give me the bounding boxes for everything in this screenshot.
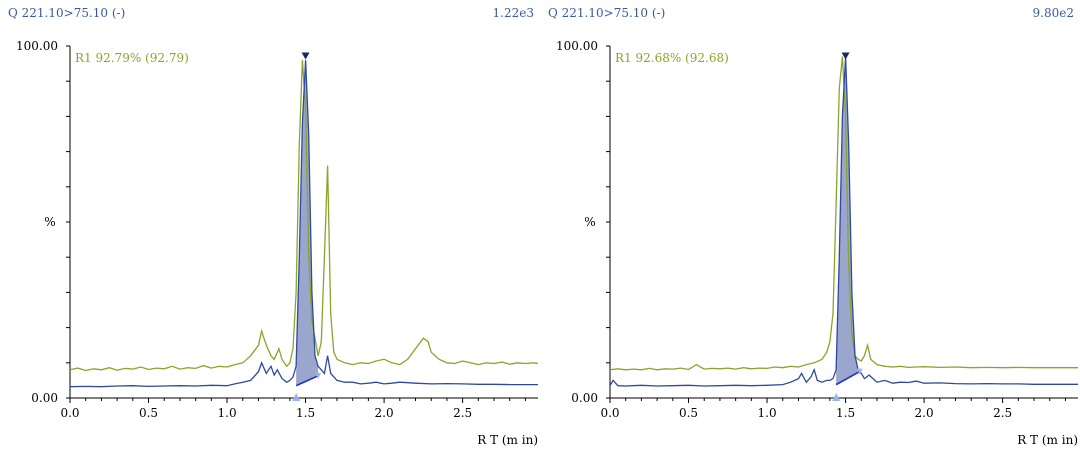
integrated-peak-area	[296, 60, 319, 386]
y-tick-label-top: 100.00	[16, 39, 58, 53]
ratio-annotation: R1 92.68% (92.68)	[615, 51, 729, 65]
sample-trace-line	[609, 56, 1078, 387]
x-tick-label: 0.5	[679, 406, 698, 420]
y-axis-label: %	[44, 215, 55, 229]
chromatogram-plot: 100.00 0.00 % R T (m in) R1 92.79% (92.7…	[16, 39, 539, 447]
integration-start-marker	[292, 393, 301, 401]
x-tick-label: 1.5	[296, 406, 315, 420]
integration-baseline	[835, 370, 861, 386]
x-axis-label: R T (m in)	[477, 433, 538, 447]
x-tick-label: 0.0	[60, 406, 79, 420]
y-axis-label: %	[584, 215, 595, 229]
chromatogram-plot: 100.00 0.00 % R T (m in) R1 92.68% (92.6…	[556, 39, 1078, 447]
x-tick-label: 2.5	[993, 406, 1012, 420]
integration-end-marker	[856, 368, 863, 375]
chromatogram-panel-2: Q 221.10>75.10 (-) 9.80e2 100.00 0.00 % …	[540, 0, 1080, 450]
apex-marker	[301, 52, 310, 60]
apex-marker	[841, 52, 850, 60]
y-tick-label-top: 100.00	[556, 39, 598, 53]
sample-trace-line	[69, 60, 538, 388]
y-tick-label-bottom: 0.00	[571, 391, 598, 405]
x-tick-label: 2.0	[915, 406, 934, 420]
integration-baseline	[295, 375, 319, 387]
integration-start-marker	[832, 393, 841, 401]
integration-end-marker	[315, 372, 322, 379]
x-tick-label: 0.5	[139, 406, 158, 420]
intensity-label: 9.80e2	[1032, 6, 1074, 20]
x-tick-label: 1.5	[836, 406, 855, 420]
x-tick-label: 0.0	[600, 406, 619, 420]
intensity-label: 1.22e3	[492, 6, 534, 20]
x-tick-label: 1.0	[758, 406, 777, 420]
reference-trace-line	[609, 56, 1078, 371]
x-tick-label: 1.0	[218, 406, 237, 420]
y-tick-label-bottom: 0.00	[31, 391, 58, 405]
chromatogram-panel-1: Q 221.10>75.10 (-) 1.22e3 100.00 0.00 % …	[8, 6, 539, 447]
x-axis-label: R T (m in)	[1017, 433, 1078, 447]
channel-header: Q 221.10>75.10 (-)	[548, 6, 666, 20]
ratio-annotation: R1 92.79% (92.79)	[75, 51, 189, 65]
channel-header: Q 221.10>75.10 (-)	[8, 6, 126, 20]
x-tick-label: 2.0	[375, 406, 394, 420]
x-tick-label: 2.5	[453, 406, 472, 420]
reference-trace-line	[69, 60, 539, 372]
